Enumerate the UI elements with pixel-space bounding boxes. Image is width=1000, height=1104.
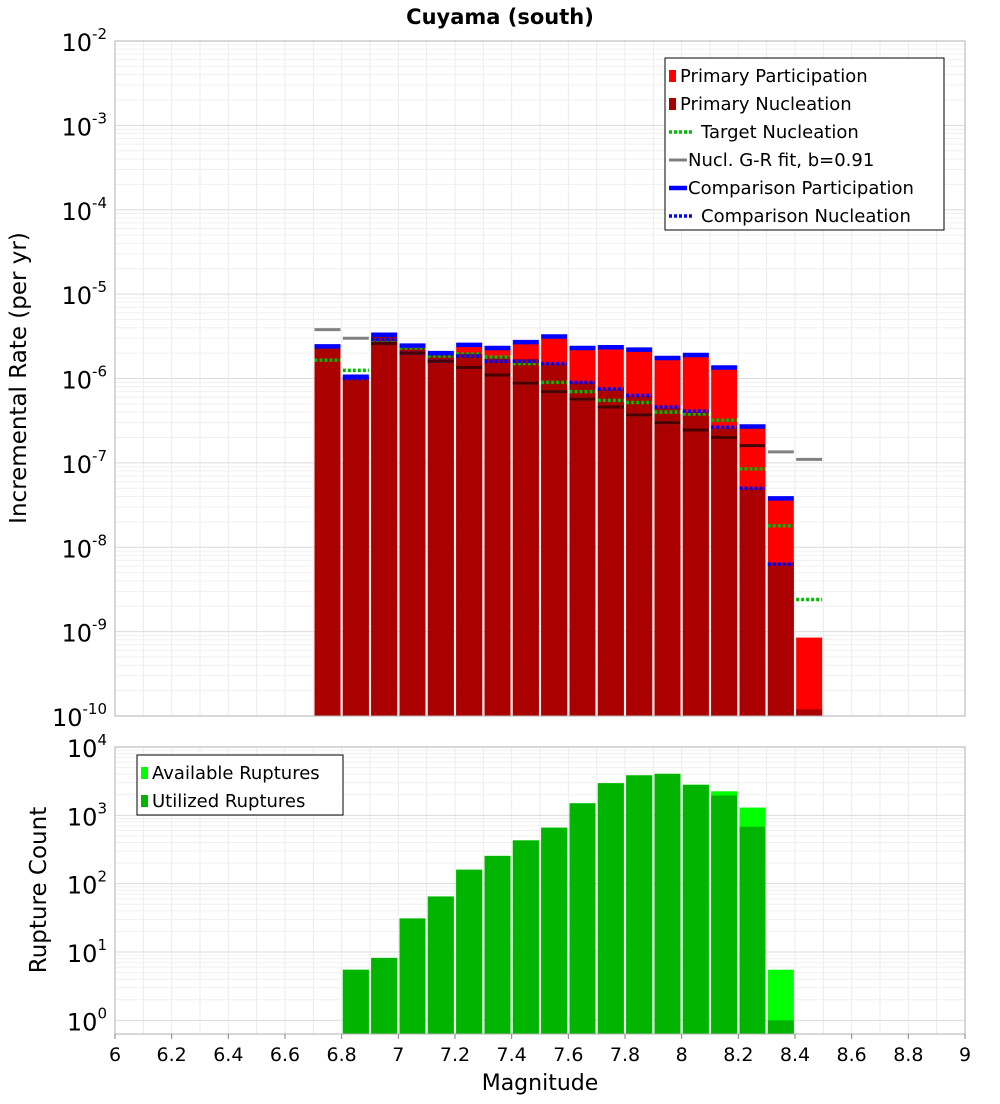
nucleation-bar xyxy=(767,563,794,716)
nucleation-bar xyxy=(314,347,341,716)
y-tick-label: 10-9 xyxy=(61,616,107,648)
legend-label: Primary Participation xyxy=(680,66,868,87)
x-tick-label: 7.8 xyxy=(610,1044,640,1066)
x-tick-label: 6 xyxy=(109,1044,121,1066)
nucleation-bar xyxy=(626,396,653,716)
x-tick-label: 8.4 xyxy=(780,1044,810,1066)
x-axis: 6 6.2 6.4 6.6 6.8 7 7.2 7.4 7.6 7.8 8 8.2 8.4 8.6 8.8 9 xyxy=(109,1034,971,1066)
x-tick-label: 6.8 xyxy=(327,1044,357,1066)
legend-symbol xyxy=(669,98,676,110)
nucleation-bar xyxy=(569,382,596,716)
legend-symbol xyxy=(141,767,148,779)
x-tick-label: 8.8 xyxy=(893,1044,923,1066)
y-tick-label: 102 xyxy=(67,868,107,900)
legend-label: Target Nucleation xyxy=(700,122,859,143)
nucleation-bar xyxy=(484,356,511,716)
utilized-ruptures-bar xyxy=(597,783,624,1034)
nucleation-bar xyxy=(427,354,454,716)
y-tick-label: 10-10 xyxy=(52,700,107,732)
utilized-ruptures-bar xyxy=(739,826,766,1034)
x-tick-label: 8.6 xyxy=(837,1044,867,1066)
utilized-ruptures-bar xyxy=(342,969,369,1034)
x-tick-label: 8.2 xyxy=(723,1044,753,1066)
bottom-y-axis: 104 103 102 101 100 xyxy=(67,731,107,1036)
utilized-ruptures-bar xyxy=(484,855,511,1034)
x-tick-label: 7.2 xyxy=(440,1044,470,1066)
x-tick-label: 6.2 xyxy=(157,1044,187,1066)
y-tick-label: 10-2 xyxy=(61,25,107,57)
top-legend: Primary Participation Primary Nucleation T… xyxy=(664,57,945,231)
utilized-ruptures-bar xyxy=(371,957,398,1034)
legend-symbol xyxy=(669,70,676,82)
bottom-legend: Available Ruptures Utilized Ruptures xyxy=(136,754,344,816)
nucleation-bar xyxy=(597,389,624,716)
nucleation-bar xyxy=(512,359,539,716)
y-tick-label: 103 xyxy=(67,799,107,831)
nucleation-bar xyxy=(682,412,709,716)
utilized-ruptures-bar xyxy=(626,775,653,1034)
x-tick-label: 7.6 xyxy=(553,1044,583,1066)
bottom-plot-frame xyxy=(114,746,966,1035)
bottom-y-axis-label: Rupture Count xyxy=(26,807,52,973)
top-bars xyxy=(314,337,823,716)
chart-title: Cuyama (south) xyxy=(406,5,594,29)
nucleation-bar xyxy=(456,353,483,716)
utilized-ruptures-bar xyxy=(541,827,568,1034)
top-lines xyxy=(314,328,823,602)
x-tick-label: 6.6 xyxy=(270,1044,300,1066)
y-tick-label: 10-3 xyxy=(61,109,107,141)
y-tick-label: 101 xyxy=(67,936,107,968)
y-tick-label: 10-7 xyxy=(61,447,107,479)
legend-label: Comparison Participation xyxy=(688,178,914,199)
nucleation-bar xyxy=(796,709,823,716)
nucleation-bar xyxy=(371,337,398,716)
top-plot-frame xyxy=(114,40,966,717)
x-tick-label: 7 xyxy=(392,1044,404,1066)
x-axis-label: Magnitude xyxy=(482,1071,599,1096)
x-tick-label: 7.4 xyxy=(497,1044,527,1066)
utilized-ruptures-bar xyxy=(711,795,738,1034)
legend-label: Primary Nucleation xyxy=(680,94,852,115)
y-tick-label: 10-5 xyxy=(61,278,107,310)
nucleation-bar xyxy=(654,407,681,716)
nucleation-bar xyxy=(541,363,568,716)
legend-box xyxy=(136,754,344,816)
utilized-ruptures-bar xyxy=(456,869,483,1034)
utilized-ruptures-bar xyxy=(399,918,426,1034)
nucleation-bar xyxy=(342,378,369,716)
legend-label: Comparison Nucleation xyxy=(701,206,911,227)
bottom-bars xyxy=(342,773,794,1034)
x-tick-label: 6.4 xyxy=(213,1044,243,1066)
y-tick-label: 10-6 xyxy=(61,363,107,395)
x-tick-label: 9 xyxy=(959,1044,971,1066)
legend-label: Utilized Ruptures xyxy=(152,791,305,812)
y-tick-label: 104 xyxy=(67,731,107,763)
participation-bar xyxy=(796,637,823,716)
utilized-ruptures-bar xyxy=(427,896,454,1034)
y-tick-label: 10-8 xyxy=(61,531,107,563)
bottom-grid xyxy=(114,747,966,1034)
utilized-ruptures-bar xyxy=(767,1020,794,1034)
nucleation-bar xyxy=(399,347,426,716)
nucleation-bar xyxy=(711,427,738,716)
legend-box xyxy=(664,57,945,231)
x-tick-label: 8 xyxy=(676,1044,688,1066)
utilized-ruptures-bar xyxy=(512,840,539,1034)
utilized-ruptures-bar xyxy=(682,784,709,1034)
legend-symbol xyxy=(141,795,148,807)
utilized-ruptures-bar xyxy=(654,773,681,1034)
nucleation-bar xyxy=(739,488,766,716)
legend-label: Available Ruptures xyxy=(152,763,320,784)
legend-label: Nucl. G-R fit, b=0.91 xyxy=(688,150,874,171)
y-tick-label: 100 xyxy=(67,1004,107,1036)
utilized-ruptures-bar xyxy=(569,803,596,1034)
top-y-axis: 10-2 10-3 10-4 10-5 10-6 10-7 10-8 10-9 10-10 xyxy=(52,25,107,732)
top-y-axis-label: Incremental Rate (per yr) xyxy=(6,232,32,524)
y-tick-label: 10-4 xyxy=(61,194,107,226)
